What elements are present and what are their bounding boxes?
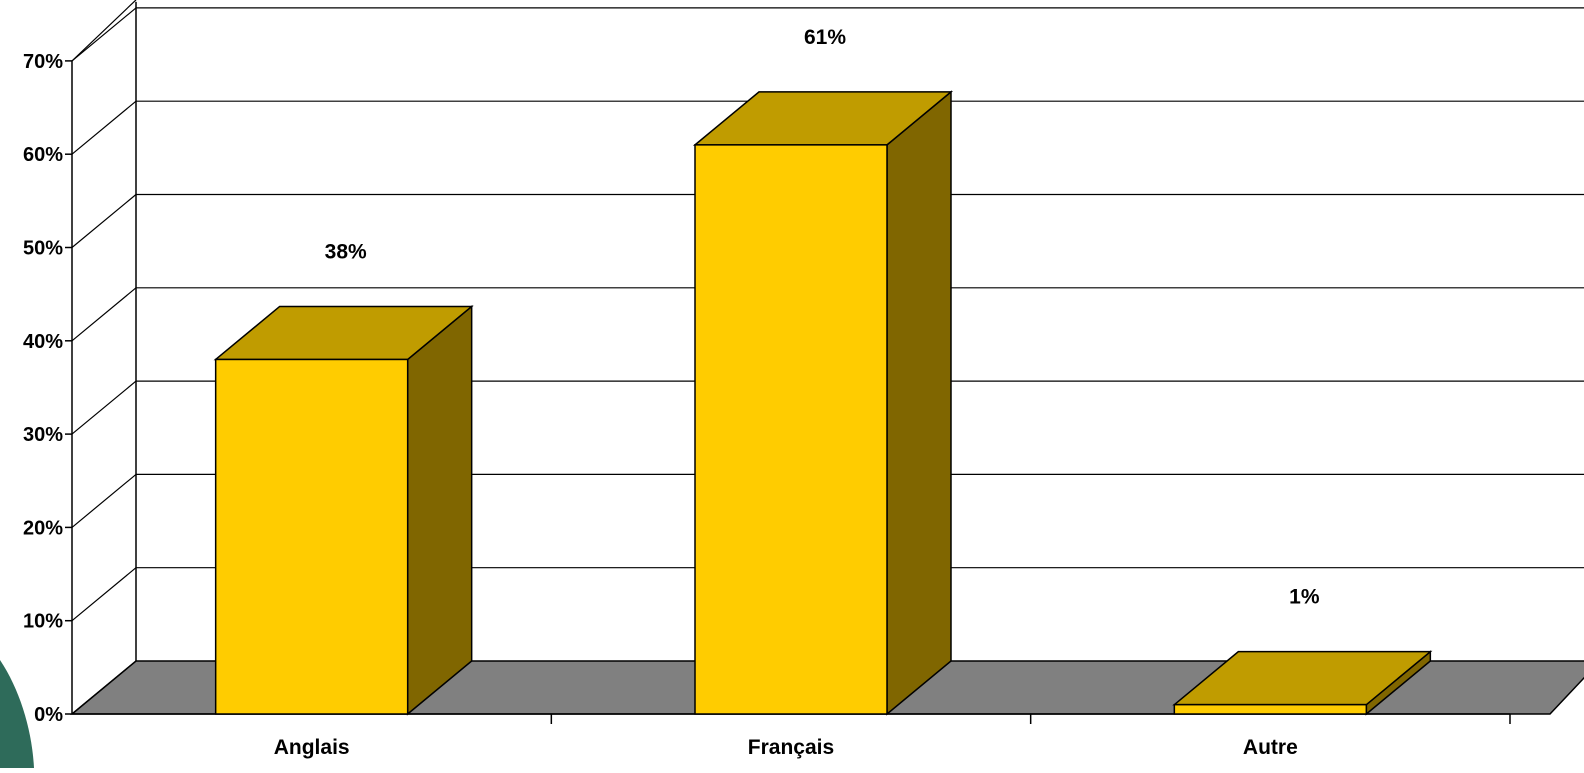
y-tick-label: 40% [23, 331, 63, 353]
x-tick-label: Anglais [274, 736, 350, 759]
bar-front [694, 144, 888, 715]
bar-side [406, 304, 473, 716]
x-tick-label: Autre [1243, 736, 1298, 759]
x-tick-label: Français [748, 736, 834, 759]
data-label: 61% [804, 26, 846, 49]
gridline-diagonal [71, 660, 137, 715]
gridline-diagonal [71, 7, 137, 62]
gridline-diagonal [71, 194, 137, 248]
gridline-diagonal [71, 473, 137, 528]
bars [213, 90, 1433, 716]
y-tick-label: 20% [23, 517, 63, 539]
gridline-diagonal [71, 567, 137, 622]
bar [213, 304, 474, 716]
gridline-diagonal-top [71, 0, 137, 62]
corner-decoration [0, 660, 34, 768]
y-tick-label: 60% [23, 144, 63, 166]
bar-front [214, 358, 409, 715]
bar-side [886, 90, 952, 716]
y-tick-label: 10% [23, 611, 63, 633]
data-label: 38% [325, 240, 367, 263]
y-tick-label: 50% [23, 238, 63, 260]
y-tick-label: 0% [34, 704, 63, 726]
bar [692, 90, 954, 716]
gridline-diagonal [71, 287, 137, 342]
y-tick-label: 70% [23, 51, 63, 73]
y-tick-label: 30% [23, 424, 63, 446]
data-label: 1% [1289, 586, 1320, 609]
labels: 38% Anglais 61% Français 1% Autre [274, 26, 1320, 759]
gridline-diagonal [71, 380, 137, 435]
bar [1172, 650, 1433, 716]
bar-front [1173, 703, 1368, 715]
gridline-diagonal [71, 100, 137, 155]
